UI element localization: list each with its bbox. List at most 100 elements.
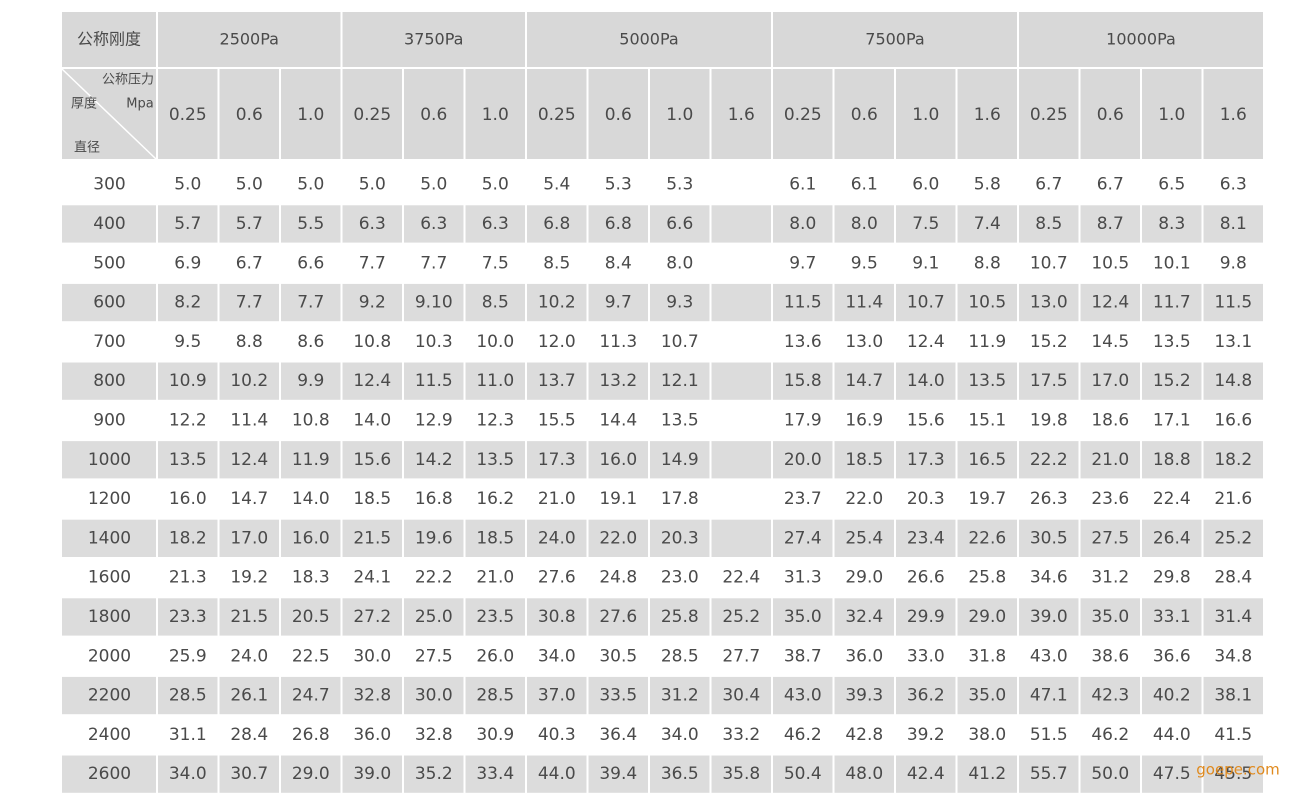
row-cell xyxy=(465,519,525,557)
thickness: 13.5 xyxy=(476,450,514,470)
row-cell xyxy=(773,441,833,479)
row-cell xyxy=(650,755,710,793)
thickness: 14.0 xyxy=(292,489,330,509)
thickness: 36.2 xyxy=(907,686,945,706)
diameter: 800 xyxy=(93,371,125,391)
pressure-label: 1.0 xyxy=(1158,105,1185,125)
thickness: 47.1 xyxy=(1030,686,1068,706)
thickness: 26.0 xyxy=(476,646,514,666)
row-cell xyxy=(834,441,894,479)
row-cell xyxy=(773,283,833,322)
thickness: 31.1 xyxy=(169,725,207,745)
thickness: 26.3 xyxy=(1030,489,1068,509)
thickness: 6.3 xyxy=(420,214,447,234)
row-cell xyxy=(158,362,218,400)
thickness: 14.7 xyxy=(845,371,883,391)
group-cell xyxy=(527,12,771,67)
thickness: 39.3 xyxy=(845,686,883,706)
thickness: 34.6 xyxy=(1030,568,1068,588)
thickness: 15.5 xyxy=(538,410,576,430)
thickness: 8.5 xyxy=(482,293,509,313)
row-cell xyxy=(957,283,1017,322)
pressure-cell xyxy=(219,69,279,159)
thickness: 6.7 xyxy=(1097,175,1124,195)
row-cell xyxy=(158,283,218,322)
thickness: 6.3 xyxy=(359,214,386,234)
row-cell xyxy=(896,755,956,793)
pressure-label: 1.6 xyxy=(1220,105,1247,125)
thickness: 44.0 xyxy=(538,764,576,784)
thickness: 36.6 xyxy=(1153,646,1191,666)
thickness: 8.0 xyxy=(851,214,878,234)
pressure-label: 1.0 xyxy=(912,105,939,125)
diameter: 300 xyxy=(93,175,125,195)
diameter: 500 xyxy=(93,253,125,273)
thickness: 9.7 xyxy=(789,253,816,273)
row-cell xyxy=(342,205,402,243)
pressure-label: 1.6 xyxy=(728,105,755,125)
pressure-label: 0.25 xyxy=(784,105,822,125)
thickness: 20.3 xyxy=(661,528,699,548)
row-cell xyxy=(281,755,341,793)
row-cell xyxy=(527,283,587,322)
thickness: 16.0 xyxy=(169,489,207,509)
thickness: 8.1 xyxy=(1220,214,1247,234)
thickness: 13.6 xyxy=(784,332,822,352)
row-cell xyxy=(527,755,587,793)
thickness: 23.7 xyxy=(784,489,822,509)
row-cell xyxy=(1203,283,1263,322)
row-cell xyxy=(650,519,710,557)
row-cell xyxy=(404,441,464,479)
pressure-label: 0.25 xyxy=(538,105,576,125)
thickness: 25.0 xyxy=(415,607,453,627)
thickness: 25.2 xyxy=(722,607,760,627)
thickness: 8.5 xyxy=(1035,214,1062,234)
thickness: 23.4 xyxy=(907,528,945,548)
row-cell xyxy=(834,598,894,636)
thickness: 8.8 xyxy=(974,253,1001,273)
thickness: 31.4 xyxy=(1214,607,1252,627)
row-cell xyxy=(1019,676,1079,715)
thickness: 30.8 xyxy=(538,607,576,627)
pressure-label: 1.0 xyxy=(297,105,324,125)
thickness: 6.1 xyxy=(789,175,816,195)
row-cell xyxy=(1142,598,1202,636)
thickness: 10.3 xyxy=(415,332,453,352)
thickness: 29.0 xyxy=(968,607,1006,627)
thickness: 32.8 xyxy=(415,725,453,745)
thickness: 27.6 xyxy=(599,607,637,627)
row-cell xyxy=(588,755,648,793)
thickness: 9.2 xyxy=(359,293,386,313)
thickness: 29.0 xyxy=(292,764,330,784)
thickness: 41.2 xyxy=(968,764,1006,784)
row-cell xyxy=(711,676,771,715)
thickness: 24.0 xyxy=(538,528,576,548)
row-cell xyxy=(711,283,771,322)
thickness: 15.8 xyxy=(784,371,822,391)
thickness: 44.0 xyxy=(1153,725,1191,745)
pressure-cell xyxy=(588,69,648,159)
row-cell xyxy=(1142,676,1202,715)
group-label: 10000Pa xyxy=(1106,30,1176,49)
thickness: 6.3 xyxy=(1220,175,1247,195)
thickness: 10.2 xyxy=(230,371,268,391)
thickness: 11.5 xyxy=(415,371,453,391)
thickness: 27.2 xyxy=(353,607,391,627)
thickness: 43.0 xyxy=(1030,646,1068,666)
row-cell xyxy=(219,283,279,322)
row-cell xyxy=(1080,362,1140,400)
row-cell xyxy=(281,598,341,636)
thickness: 29.0 xyxy=(845,568,883,588)
thickness: 18.5 xyxy=(845,450,883,470)
thickness: 42.4 xyxy=(907,764,945,784)
watermark: goepe.com xyxy=(1196,761,1279,779)
thickness: 28.5 xyxy=(169,686,207,706)
thickness: 22.0 xyxy=(845,489,883,509)
row-cell xyxy=(711,598,771,636)
row-cell xyxy=(650,205,710,243)
row-cell xyxy=(527,676,587,715)
row-cell xyxy=(342,598,402,636)
diameter: 2000 xyxy=(88,646,131,666)
row-cell xyxy=(527,205,587,243)
